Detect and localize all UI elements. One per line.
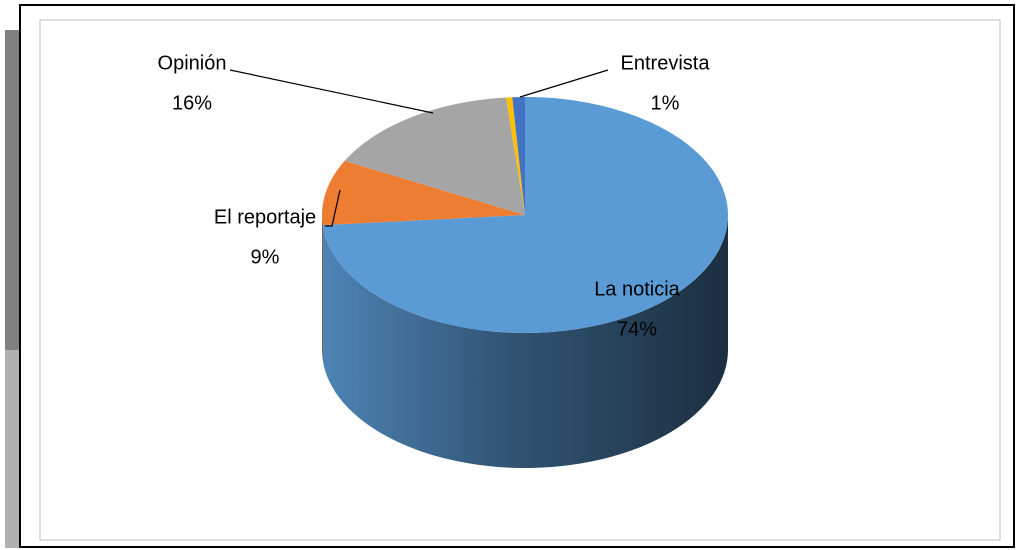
slice-value-label: 1%	[651, 92, 680, 114]
leader-line	[519, 69, 609, 98]
slice	[512, 97, 525, 215]
slice	[322, 160, 525, 226]
left-strip-light	[5, 350, 20, 548]
slice-side	[322, 215, 323, 361]
slice-value-label: 16%	[172, 92, 212, 114]
slice	[322, 97, 728, 333]
slice-label: Opinión	[158, 52, 227, 74]
slice-value-label: 74%	[617, 318, 657, 340]
plot-frame	[39, 19, 1001, 541]
slice-value-label: 9%	[251, 246, 280, 268]
slice-label: El reportaje	[214, 206, 316, 228]
slice	[505, 97, 525, 215]
slice-label: Entrevista	[621, 52, 711, 74]
slice-side	[322, 215, 728, 468]
leader-line	[325, 189, 341, 227]
slice-label: La noticia	[594, 278, 680, 300]
leader-line	[229, 69, 434, 114]
slice	[344, 97, 525, 215]
